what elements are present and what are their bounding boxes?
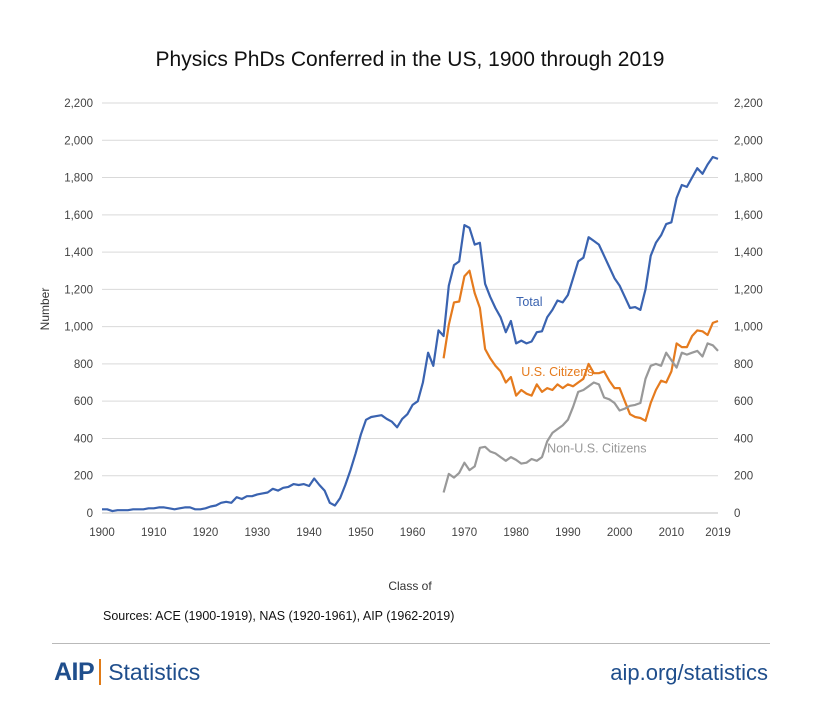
x-tick-label: 1950 (348, 527, 374, 539)
x-tick-label: 2010 (659, 527, 685, 539)
y-tick-label-right: 600 (734, 396, 753, 408)
y-tick-label-left: 400 (74, 433, 93, 445)
y-tick-label-left: 1,600 (64, 210, 93, 222)
y-tick-label-left: 2,000 (64, 135, 93, 147)
series-label-total: Total (516, 295, 542, 309)
x-tick-label: 1910 (141, 527, 167, 539)
logo-mark: AIP (54, 657, 95, 686)
x-axis-title: Class of (388, 579, 432, 593)
y-axis-title: Number (38, 288, 52, 331)
footer-divider (52, 643, 770, 644)
series-label-non-u-s-citizens: Non-U.S. Citizens (547, 441, 646, 455)
x-tick-label: 1980 (503, 527, 529, 539)
axes: 0 0 200 200 400 400 600 600 800 800 1,000 1,000 1,20… (64, 98, 763, 539)
y-tick-label-right: 1,400 (734, 247, 763, 259)
y-tick-label-left: 200 (74, 471, 93, 483)
y-tick-label-right: 1,000 (734, 322, 763, 334)
source-note: Sources: ACE (1900-1919), NAS (1920-1961… (103, 609, 455, 623)
y-tick-label-right: 1,800 (734, 173, 763, 185)
series-label-u-s-citizens: U.S. Citizens (521, 365, 593, 379)
logo-text: Statistics (108, 658, 201, 685)
y-tick-label-left: 600 (74, 396, 93, 408)
y-tick-label-right: 1,200 (734, 284, 763, 296)
x-tick-label: 1900 (89, 527, 115, 539)
y-tick-label-right: 400 (734, 433, 753, 445)
x-tick-label: 1930 (244, 527, 270, 539)
footer-url-link[interactable]: aip.org/statistics (610, 660, 768, 685)
y-tick-label-right: 2,200 (734, 98, 763, 110)
aip-statistics-logo[interactable]: AIP Statistics (54, 657, 200, 687)
y-tick-label-right: 2,000 (734, 135, 763, 147)
series-line-u-s-citizens (442, 269, 719, 422)
series-annotations: Total U.S. Citizens Non-U.S. Citizens (516, 295, 646, 455)
y-tick-label-right: 1,600 (734, 210, 763, 222)
x-tick-label: 1940 (296, 527, 322, 539)
x-tick-label: 1990 (555, 527, 581, 539)
y-tick-label-left: 1,000 (64, 322, 93, 334)
y-tick-label-left: 800 (74, 359, 93, 371)
series-line-non-u-s-citizens (442, 342, 719, 493)
logo-separator (99, 659, 102, 685)
y-tick-label-right: 0 (734, 508, 740, 520)
x-tick-label: 2000 (607, 527, 633, 539)
x-tick-label: 1970 (452, 527, 478, 539)
y-tick-label-right: 200 (734, 471, 753, 483)
x-tick-label: 1960 (400, 527, 426, 539)
y-tick-label-left: 1,800 (64, 173, 93, 185)
y-tick-label-left: 2,200 (64, 98, 93, 110)
y-tick-label-left: 1,200 (64, 284, 93, 296)
series-line-total (102, 155, 719, 513)
y-tick-label-right: 800 (734, 359, 753, 371)
y-tick-label-left: 1,400 (64, 247, 93, 259)
chart-title: Physics PhDs Conferred in the US, 1900 t… (155, 48, 665, 71)
y-tick-label-left: 0 (87, 508, 93, 520)
x-tick-label: 2019 (705, 527, 731, 539)
series-lines (102, 155, 719, 513)
x-tick-label: 1920 (193, 527, 219, 539)
gridlines (102, 102, 718, 477)
